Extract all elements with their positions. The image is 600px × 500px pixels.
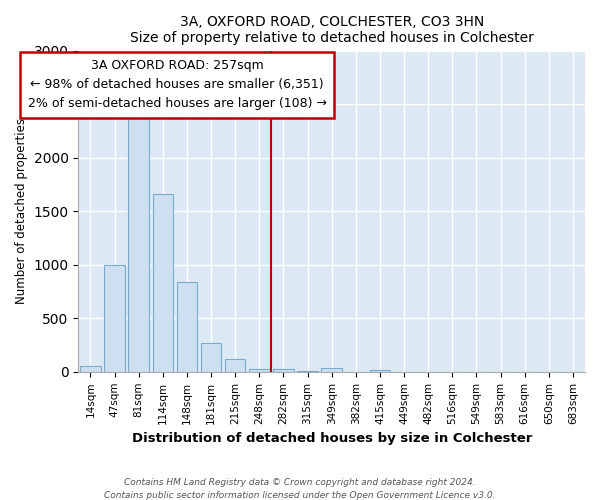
- X-axis label: Distribution of detached houses by size in Colchester: Distribution of detached houses by size …: [131, 432, 532, 445]
- Title: 3A, OXFORD ROAD, COLCHESTER, CO3 3HN
Size of property relative to detached house: 3A, OXFORD ROAD, COLCHESTER, CO3 3HN Siz…: [130, 15, 533, 45]
- Bar: [273, 368, 294, 372]
- Bar: [128, 108, 149, 372]
- Bar: [370, 370, 390, 372]
- Bar: [80, 366, 101, 372]
- Bar: [201, 343, 221, 372]
- Bar: [322, 368, 342, 372]
- Bar: [249, 368, 269, 372]
- Y-axis label: Number of detached properties: Number of detached properties: [15, 118, 28, 304]
- Text: 3A OXFORD ROAD: 257sqm
← 98% of detached houses are smaller (6,351)
2% of semi-d: 3A OXFORD ROAD: 257sqm ← 98% of detached…: [28, 59, 327, 110]
- Bar: [104, 264, 125, 372]
- Bar: [225, 359, 245, 372]
- Bar: [152, 194, 173, 372]
- Text: Contains HM Land Registry data © Crown copyright and database right 2024.
Contai: Contains HM Land Registry data © Crown c…: [104, 478, 496, 500]
- Bar: [177, 282, 197, 372]
